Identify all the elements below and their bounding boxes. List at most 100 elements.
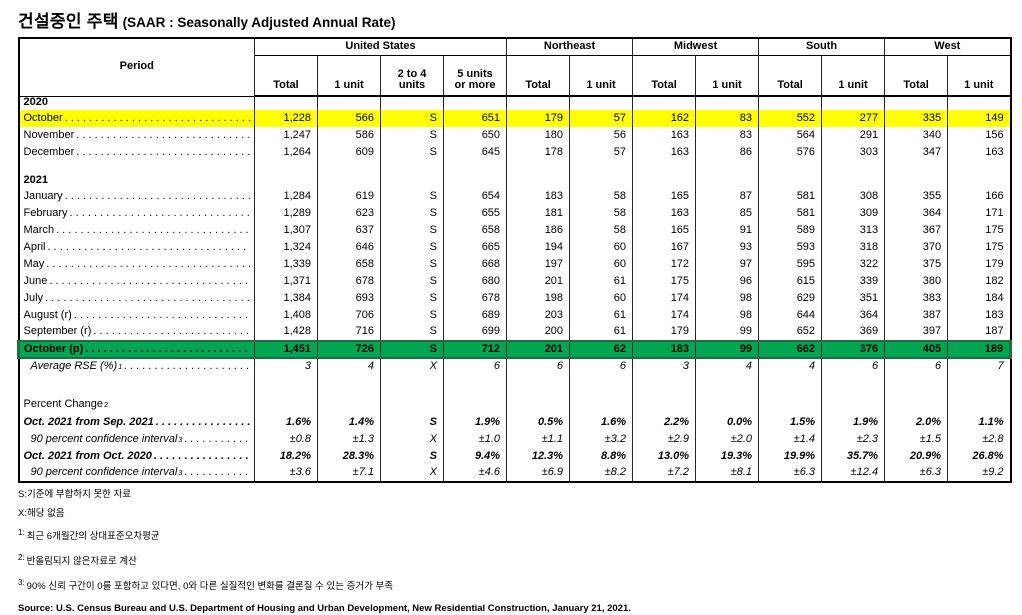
table-cell[interactable]: 163: [632, 144, 697, 161]
table-cell[interactable]: 98: [695, 290, 760, 307]
table-cell[interactable]: [821, 96, 886, 110]
table-cell[interactable]: 1.5%: [758, 414, 823, 431]
table-cell[interactable]: 623: [317, 205, 381, 222]
table-cell[interactable]: ±0.8: [254, 431, 318, 448]
row-label-cell[interactable]: January: [18, 188, 255, 205]
table-cell[interactable]: 689: [442, 307, 508, 324]
table-cell[interactable]: 187: [947, 324, 1012, 341]
table-cell[interactable]: 3: [254, 358, 318, 375]
table-cell[interactable]: 313: [821, 222, 886, 239]
table-cell[interactable]: 9.4%: [442, 448, 508, 465]
table-cell[interactable]: 4: [317, 358, 381, 375]
table-cell[interactable]: 589: [758, 222, 823, 239]
table-cell[interactable]: 706: [317, 307, 381, 324]
table-cell[interactable]: 4: [695, 358, 760, 375]
table-cell[interactable]: 20.9%: [884, 448, 949, 465]
table-cell[interactable]: 655: [442, 205, 508, 222]
table-cell[interactable]: 61: [569, 307, 634, 324]
table-cell[interactable]: ±7.2: [632, 465, 697, 482]
table-cell[interactable]: 83: [695, 127, 760, 144]
table-cell[interactable]: [884, 161, 949, 174]
table-cell[interactable]: S: [380, 222, 444, 239]
table-cell[interactable]: 6: [569, 358, 634, 375]
row-label-cell[interactable]: May: [18, 256, 255, 273]
table-cell[interactable]: 57: [569, 144, 634, 161]
table-cell[interactable]: 57: [569, 110, 634, 127]
row-label-cell[interactable]: [18, 375, 255, 388]
table-cell[interactable]: S: [380, 110, 444, 127]
table-cell[interactable]: 58: [569, 222, 634, 239]
table-cell[interactable]: 197: [506, 256, 571, 273]
table-cell[interactable]: [632, 375, 697, 388]
table-cell[interactable]: [442, 388, 508, 414]
table-cell[interactable]: 61: [569, 273, 634, 290]
table-cell[interactable]: [442, 375, 508, 388]
table-cell[interactable]: [947, 375, 1012, 388]
table-cell[interactable]: 26.8%: [947, 448, 1012, 465]
table-cell[interactable]: [695, 388, 760, 414]
table-cell[interactable]: 678: [317, 273, 381, 290]
table-cell[interactable]: 1,408: [254, 307, 318, 324]
table-cell[interactable]: 189: [947, 340, 1013, 359]
table-cell[interactable]: [947, 174, 1012, 188]
table-cell[interactable]: 552: [758, 110, 823, 127]
table-cell[interactable]: X: [380, 358, 444, 375]
table-cell[interactable]: 98: [695, 307, 760, 324]
table-cell[interactable]: 201: [506, 273, 571, 290]
table-cell[interactable]: 6: [442, 358, 508, 375]
table-cell[interactable]: 28.3%: [317, 448, 381, 465]
table-cell[interactable]: ±2.3: [821, 431, 886, 448]
table-cell[interactable]: 650: [442, 127, 508, 144]
table-cell[interactable]: 178: [506, 144, 571, 161]
table-cell[interactable]: 0.0%: [695, 414, 760, 431]
table-cell[interactable]: 665: [442, 239, 508, 256]
table-cell[interactable]: [884, 96, 949, 110]
table-cell[interactable]: 322: [821, 256, 886, 273]
table-cell[interactable]: X: [380, 431, 444, 448]
table-cell[interactable]: 165: [632, 222, 697, 239]
table-cell[interactable]: ±7.1: [317, 465, 381, 482]
table-cell[interactable]: [758, 375, 823, 388]
table-cell[interactable]: [947, 161, 1012, 174]
table-cell[interactable]: 6: [884, 358, 949, 375]
col-header[interactable]: Total: [254, 55, 318, 97]
table-cell[interactable]: 364: [884, 205, 949, 222]
table-cell[interactable]: 318: [821, 239, 886, 256]
table-cell[interactable]: S: [380, 188, 444, 205]
table-cell[interactable]: 183: [506, 188, 571, 205]
row-label-cell[interactable]: 90 percent confidence interval 3: [18, 431, 255, 448]
table-cell[interactable]: 163: [632, 127, 697, 144]
row-label-cell[interactable]: Oct. 2021 from Oct. 2020: [18, 448, 255, 465]
table-cell[interactable]: [821, 375, 886, 388]
table-cell[interactable]: 183: [632, 340, 697, 359]
table-cell[interactable]: 6: [821, 358, 886, 375]
col-header[interactable]: Total: [632, 55, 697, 97]
table-cell[interactable]: 181: [506, 205, 571, 222]
table-cell[interactable]: 179: [632, 324, 697, 341]
table-cell[interactable]: [506, 96, 571, 110]
table-cell[interactable]: [317, 174, 381, 188]
table-cell[interactable]: 171: [947, 205, 1012, 222]
table-cell[interactable]: [380, 375, 444, 388]
table-cell[interactable]: 62: [569, 340, 634, 359]
table-cell[interactable]: 91: [695, 222, 760, 239]
table-cell[interactable]: [506, 375, 571, 388]
table-cell[interactable]: 56: [569, 127, 634, 144]
table-cell[interactable]: 182: [947, 273, 1012, 290]
table-cell[interactable]: 637: [317, 222, 381, 239]
table-cell[interactable]: 615: [758, 273, 823, 290]
table-cell[interactable]: 1,247: [254, 127, 318, 144]
table-cell[interactable]: ±1.0: [442, 431, 508, 448]
table-cell[interactable]: ±8.2: [569, 465, 634, 482]
row-label-cell[interactable]: Percent Change 2: [18, 388, 255, 414]
row-label-cell[interactable]: 90 percent confidence interval 3: [18, 465, 255, 482]
table-cell[interactable]: 149: [947, 110, 1012, 127]
row-label-cell[interactable]: 2021: [18, 174, 255, 188]
table-cell[interactable]: [947, 96, 1012, 110]
table-cell[interactable]: 175: [947, 222, 1012, 239]
row-label-cell[interactable]: March: [18, 222, 255, 239]
table-cell[interactable]: [380, 174, 444, 188]
table-cell[interactable]: 367: [884, 222, 949, 239]
table-cell[interactable]: 60: [569, 290, 634, 307]
table-cell[interactable]: 12.3%: [506, 448, 571, 465]
